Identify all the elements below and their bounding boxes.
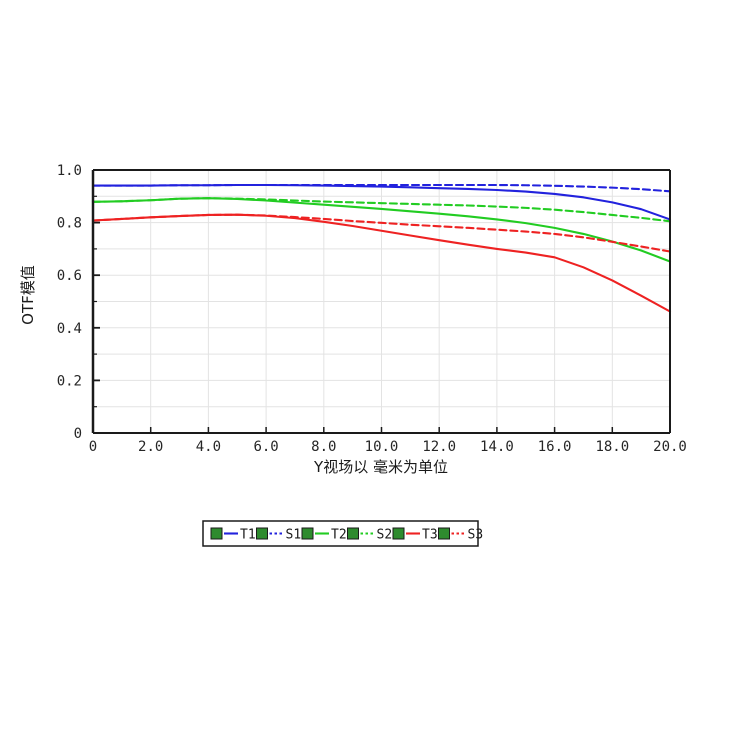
series-line-s1 bbox=[91, 183, 672, 193]
legend-label: T3 bbox=[422, 528, 438, 543]
y-axis-label: OTF模值 bbox=[19, 265, 37, 325]
legend-label: T2 bbox=[331, 528, 347, 543]
x-tick-label: 12.0 bbox=[422, 439, 456, 455]
legend-item-t3[interactable]: T3 bbox=[392, 527, 438, 543]
y-tick-labels: 0 0.2 0.4 0.6 0.8 1.0 bbox=[57, 163, 82, 442]
x-tick-label: 8.0 bbox=[311, 439, 336, 455]
y-tick-label: 0.6 bbox=[57, 268, 82, 284]
legend-label: S1 bbox=[286, 528, 302, 543]
x-tick-label: 2.0 bbox=[138, 439, 163, 455]
x-tick-label: 10.0 bbox=[365, 439, 399, 455]
legend-marker-icon bbox=[392, 527, 405, 540]
legend-marker-icon bbox=[301, 527, 314, 540]
legend-label: T1 bbox=[240, 528, 256, 543]
series-line-s3 bbox=[91, 213, 672, 253]
series-lines bbox=[91, 183, 672, 313]
legend-marker-icon bbox=[256, 527, 268, 540]
legend-item-t2[interactable]: T2 bbox=[301, 527, 347, 543]
y-tick-label: 0.4 bbox=[57, 321, 82, 337]
x-axis-label: Y视场以 毫米为单位 bbox=[313, 458, 448, 476]
series-line-t2 bbox=[91, 197, 672, 263]
x-tick-label: 4.0 bbox=[196, 439, 221, 455]
x-tick-label: 20.0 bbox=[653, 439, 687, 455]
x-tick-label: 16.0 bbox=[538, 439, 572, 455]
y-tick-label: 0.2 bbox=[57, 373, 82, 389]
legend-label: S3 bbox=[468, 528, 484, 543]
y-tick-label: 0.8 bbox=[57, 216, 82, 232]
x-tick-label: 14.0 bbox=[480, 439, 514, 455]
legend-marker-icon bbox=[210, 527, 223, 540]
x-tick-label: 18.0 bbox=[595, 439, 629, 455]
x-tick-label: 6.0 bbox=[253, 439, 278, 455]
plot-area: 0 2.0 4.0 6.0 8.0 10.0 12.0 14.0 16.0 18.0 20.0 00… bbox=[57, 163, 687, 455]
y-tick-label: 0 bbox=[74, 426, 82, 442]
chart-legend: T1 S1 T2 S2 T3 S3 bbox=[202, 520, 484, 547]
axis-ticks bbox=[92, 169, 671, 434]
series-line-s2 bbox=[91, 197, 672, 223]
legend-item-s3[interactable]: S3 bbox=[438, 527, 484, 543]
x-tick-label: 0 bbox=[89, 439, 97, 455]
legend-label: S2 bbox=[377, 528, 393, 543]
series-line-t1 bbox=[91, 183, 672, 221]
legend-item-s2[interactable]: S2 bbox=[347, 527, 393, 543]
x-tick-labels: 0 2.0 4.0 6.0 8.0 10.0 12.0 14.0 16.0 18.0 20.0 bbox=[89, 439, 687, 455]
legend-items: T1 S1 T2 S2 T3 S3 bbox=[210, 527, 484, 543]
legend-item-t1[interactable]: T1 bbox=[210, 527, 256, 543]
series-line-t3 bbox=[91, 213, 672, 313]
legend-item-s1[interactable]: S1 bbox=[256, 527, 302, 543]
legend-border bbox=[202, 520, 479, 547]
y-tick-label: 1.0 bbox=[57, 163, 82, 179]
legend-marker-icon bbox=[438, 527, 450, 540]
legend-marker-icon bbox=[347, 527, 359, 540]
